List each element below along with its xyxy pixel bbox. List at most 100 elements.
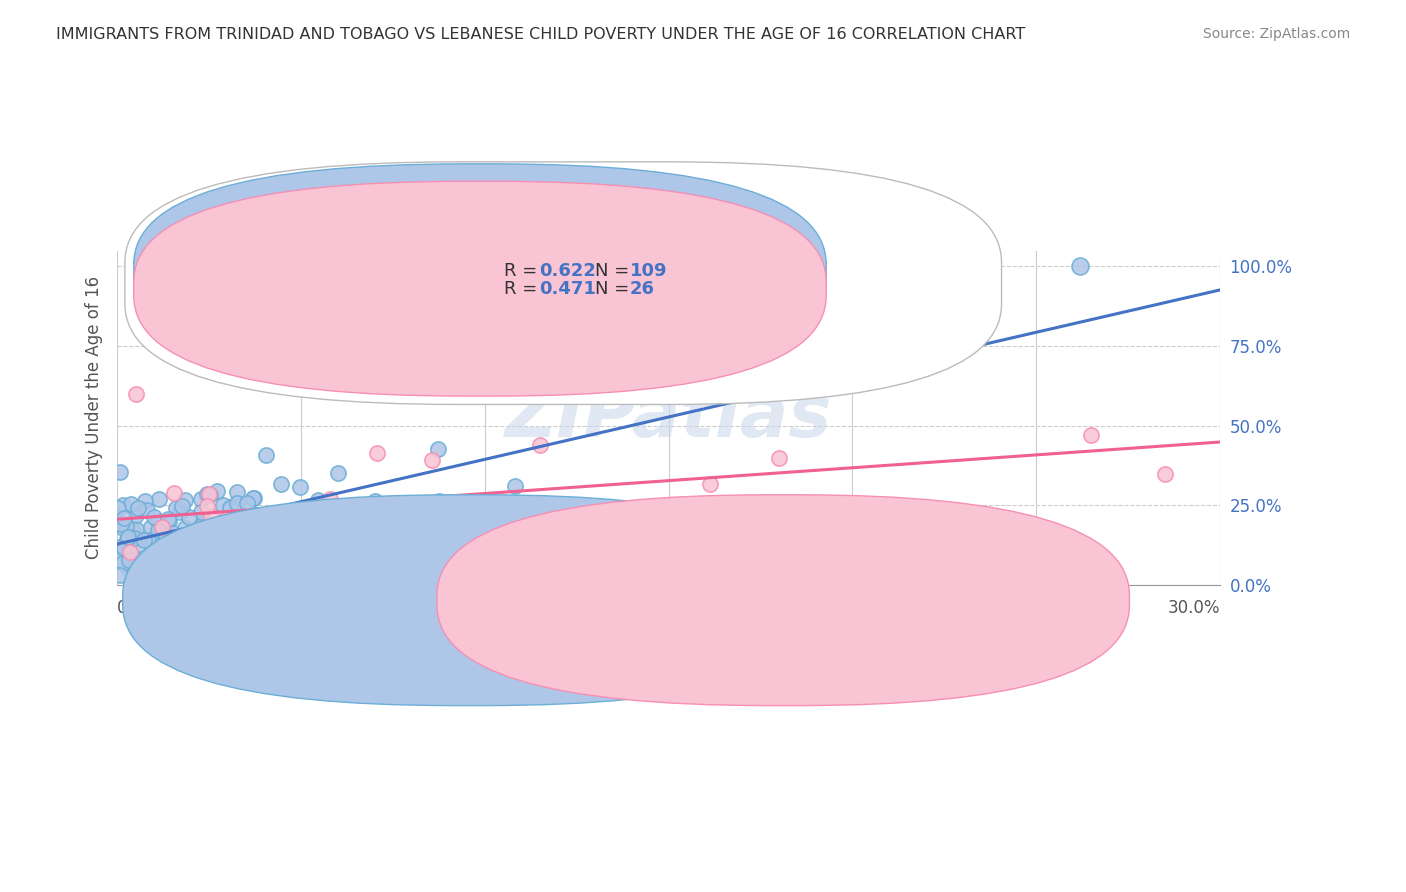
Point — [191, 537, 214, 551]
Point — [146, 514, 169, 528]
Point — [179, 534, 201, 549]
Point — [269, 518, 291, 533]
Point — [124, 387, 146, 401]
Point — [148, 492, 170, 507]
Point — [238, 548, 260, 562]
Point — [138, 533, 160, 547]
Point — [112, 511, 135, 525]
Text: 0.471: 0.471 — [540, 280, 596, 298]
Point — [159, 554, 181, 568]
Point — [1069, 260, 1091, 274]
Point — [120, 545, 142, 559]
Text: N =: N = — [595, 262, 634, 280]
Point — [110, 517, 132, 532]
Point — [242, 508, 264, 522]
Point — [172, 500, 194, 514]
Point — [427, 442, 450, 457]
Text: R =: R = — [505, 262, 543, 280]
Point — [163, 486, 186, 500]
Point — [124, 574, 146, 589]
Point — [529, 438, 551, 452]
Point — [262, 518, 284, 533]
Point — [118, 551, 141, 566]
Text: ZIPatlas: ZIPatlas — [505, 384, 832, 452]
Point — [257, 521, 280, 535]
Point — [118, 553, 141, 567]
Point — [416, 501, 439, 516]
Point — [364, 494, 387, 508]
Point — [117, 530, 139, 544]
Text: 109: 109 — [630, 262, 668, 280]
Point — [108, 568, 131, 582]
Point — [1080, 428, 1102, 442]
Point — [325, 500, 347, 514]
Point — [125, 508, 148, 522]
Text: 0.0%: 0.0% — [117, 599, 159, 616]
Text: 26: 26 — [630, 280, 655, 298]
Point — [120, 497, 142, 511]
Point — [149, 533, 172, 547]
Point — [117, 562, 139, 576]
Point — [382, 502, 405, 516]
Point — [212, 499, 235, 513]
Point — [314, 511, 336, 525]
Point — [125, 566, 148, 580]
FancyBboxPatch shape — [134, 181, 827, 396]
Point — [312, 505, 335, 519]
Point — [107, 501, 129, 516]
Point — [141, 552, 163, 566]
Point — [427, 494, 450, 508]
Point — [128, 537, 150, 551]
Point — [229, 515, 252, 529]
Text: 30.0%: 30.0% — [1167, 599, 1220, 616]
Point — [195, 499, 218, 513]
Point — [124, 531, 146, 545]
Point — [699, 476, 721, 491]
Point — [198, 520, 221, 534]
Point — [173, 549, 195, 563]
Point — [157, 515, 180, 529]
Point — [112, 557, 135, 571]
Point — [181, 541, 204, 556]
Point — [146, 523, 169, 537]
Point — [136, 503, 159, 517]
Point — [139, 520, 162, 534]
FancyBboxPatch shape — [125, 161, 1001, 404]
Point — [190, 528, 212, 542]
Point — [110, 553, 132, 567]
Point — [112, 541, 135, 555]
FancyBboxPatch shape — [122, 495, 815, 706]
Point — [200, 488, 222, 502]
Point — [190, 505, 212, 519]
Point — [260, 531, 283, 545]
Point — [247, 554, 270, 568]
Point — [134, 494, 156, 508]
Point — [142, 532, 165, 546]
Point — [195, 487, 218, 501]
Point — [215, 512, 238, 526]
Point — [242, 549, 264, 563]
Point — [190, 491, 212, 506]
Point — [108, 540, 131, 554]
Point — [121, 524, 143, 538]
Point — [169, 505, 191, 519]
Text: R =: R = — [505, 280, 543, 298]
Point — [235, 495, 257, 509]
Point — [262, 532, 284, 546]
Point — [115, 533, 138, 547]
Point — [157, 512, 180, 526]
Point — [112, 521, 135, 535]
Point — [1153, 467, 1175, 481]
Point — [219, 501, 242, 516]
Point — [135, 551, 157, 566]
FancyBboxPatch shape — [437, 495, 1129, 706]
FancyBboxPatch shape — [134, 164, 827, 379]
Point — [219, 500, 242, 514]
Point — [198, 487, 221, 501]
Point — [366, 446, 388, 460]
Text: Lebanese: Lebanese — [807, 592, 880, 607]
Text: Immigrants from Trinidad and Tobago: Immigrants from Trinidad and Tobago — [492, 592, 779, 607]
Point — [193, 515, 215, 529]
Point — [138, 552, 160, 566]
Point — [111, 499, 134, 513]
